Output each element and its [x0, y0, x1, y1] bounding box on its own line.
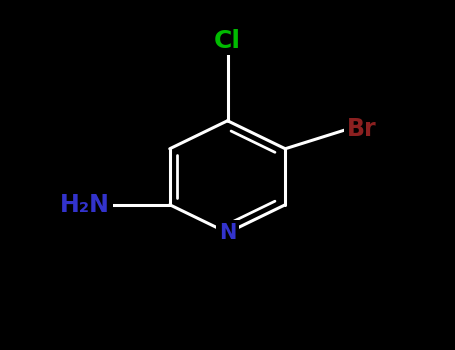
Text: Cl: Cl — [214, 28, 241, 52]
Text: H₂N: H₂N — [61, 193, 110, 217]
Text: H: H — [92, 193, 112, 217]
Text: N: N — [219, 223, 236, 243]
Text: Br: Br — [347, 118, 376, 141]
